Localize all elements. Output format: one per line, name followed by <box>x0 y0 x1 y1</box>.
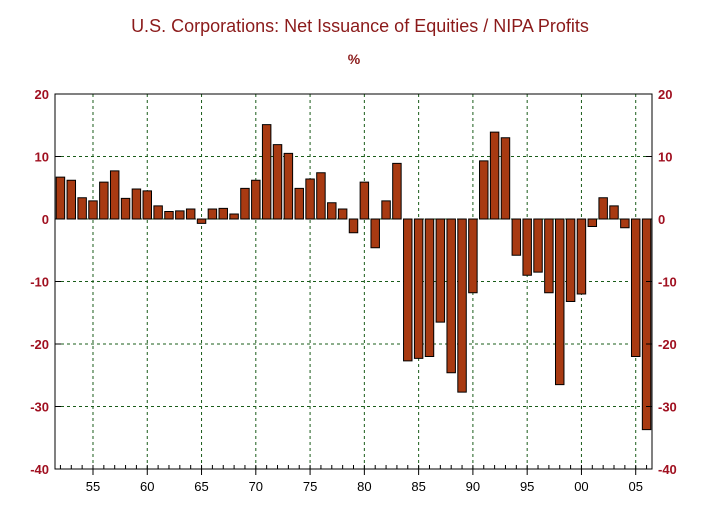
x-tick-label: 65 <box>194 479 208 494</box>
bar <box>77 197 87 220</box>
bar <box>576 218 587 295</box>
bar <box>630 218 641 357</box>
bar <box>261 124 272 220</box>
bar <box>185 208 196 220</box>
bar <box>522 218 532 276</box>
y-tick-label-right: -10 <box>658 275 677 290</box>
y-tick-label-right: -20 <box>658 337 677 352</box>
y-tick-label-left: 20 <box>35 87 49 102</box>
x-tick-label: 90 <box>466 479 480 494</box>
chart-title: U.S. Corporations: Net Issuance of Equit… <box>131 16 589 36</box>
bar <box>294 187 304 220</box>
bar <box>489 131 500 220</box>
bar <box>348 218 359 234</box>
bar <box>544 218 554 294</box>
bar <box>327 202 337 220</box>
bar <box>446 218 456 374</box>
bar <box>511 218 522 256</box>
bar <box>207 208 218 220</box>
bar <box>196 218 207 224</box>
bar <box>272 144 283 220</box>
y-tick-label-left: 10 <box>35 150 49 165</box>
bar <box>598 197 608 220</box>
bar <box>479 160 489 220</box>
y-tick-label-right: -30 <box>658 400 677 415</box>
x-tick-label: 85 <box>411 479 425 494</box>
bar <box>565 218 576 302</box>
bar <box>88 200 98 220</box>
x-tick-label: 70 <box>249 479 263 494</box>
grid-layer <box>55 94 652 469</box>
x-tick-label: 60 <box>140 479 154 494</box>
bar-layer <box>55 124 652 431</box>
y-tick-label-left: -10 <box>30 275 49 290</box>
bar <box>316 172 326 220</box>
bar <box>55 176 66 220</box>
bar <box>109 170 120 220</box>
x-tick-label: 55 <box>86 479 100 494</box>
bar <box>435 218 446 323</box>
y-tick-label-right: 0 <box>658 212 665 227</box>
bar <box>164 211 174 220</box>
y-tick-label-left: -20 <box>30 337 49 352</box>
axis-layer: 55 60 65 70 75 80 85 90 95 00 05-40 -40-30 -30-20 -20… <box>30 87 677 494</box>
bar <box>533 218 543 273</box>
y-tick-label-left: 0 <box>42 212 49 227</box>
bar <box>99 181 109 220</box>
bar <box>218 207 228 220</box>
y-tick-label-right: 20 <box>658 87 672 102</box>
x-tick-label: 00 <box>574 479 588 494</box>
bar <box>359 181 370 220</box>
bar <box>381 200 391 220</box>
bar <box>240 187 250 220</box>
bar <box>424 218 435 357</box>
bar <box>555 218 565 386</box>
bar <box>457 218 467 393</box>
bar <box>468 218 478 294</box>
bar <box>392 162 402 220</box>
y-tick-label-right: 10 <box>658 150 672 165</box>
y-tick-label-left: -40 <box>30 462 49 477</box>
bar <box>587 218 598 227</box>
bar <box>620 218 630 229</box>
bar <box>66 179 77 220</box>
bar <box>403 218 413 362</box>
bar <box>251 179 261 220</box>
bar <box>153 205 163 220</box>
x-tick-label: 80 <box>357 479 371 494</box>
bar <box>229 213 239 220</box>
x-tick-label: 95 <box>520 479 534 494</box>
y-tick-label-left: -30 <box>30 400 49 415</box>
bar <box>413 218 424 359</box>
bar <box>370 218 380 249</box>
bar <box>500 137 511 220</box>
x-tick-label: 05 <box>628 479 642 494</box>
bar <box>337 208 348 220</box>
chart-unit-label: % <box>348 51 361 67</box>
bar <box>142 190 152 220</box>
bar <box>120 197 131 220</box>
bar <box>283 152 294 220</box>
y-tick-label-right: -40 <box>658 462 677 477</box>
bar <box>641 218 652 431</box>
bar <box>175 210 185 220</box>
bar <box>131 188 142 220</box>
bar <box>609 205 619 220</box>
bar <box>305 178 315 220</box>
x-tick-label: 75 <box>303 479 317 494</box>
